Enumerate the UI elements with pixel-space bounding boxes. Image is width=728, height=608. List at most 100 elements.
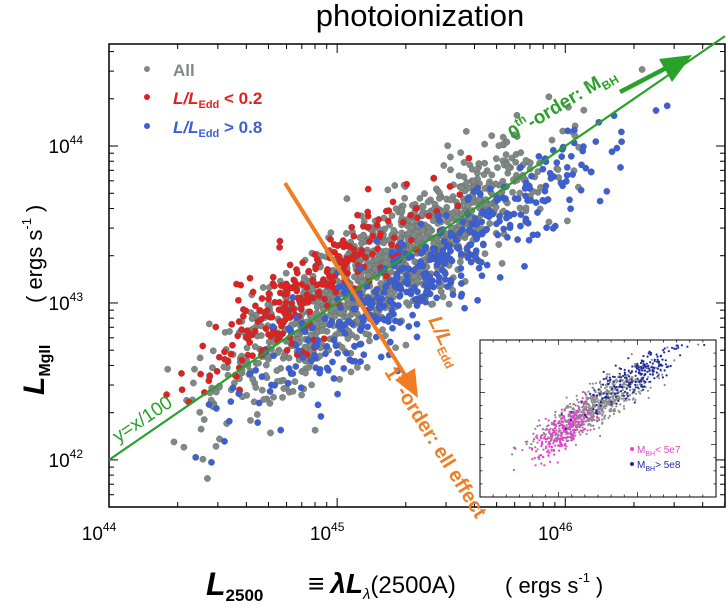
- inset-point: [532, 432, 535, 435]
- scatter-point: [271, 381, 278, 389]
- scatter-point: [502, 195, 509, 203]
- inset-point: [574, 412, 577, 415]
- inset-point: [636, 386, 640, 389]
- inset-point: [640, 373, 643, 376]
- scatter-point: [407, 224, 415, 231]
- inset-point: [576, 411, 580, 414]
- inset-point: [618, 385, 621, 388]
- eddington-arrow-label: L/LEdd: [421, 313, 467, 371]
- inset-point: [625, 380, 629, 383]
- inset-low-sub: BH: [645, 451, 655, 458]
- inset-point: [593, 389, 596, 392]
- inset-point: [612, 412, 616, 415]
- inset-point: [671, 346, 674, 349]
- scatter-point: [545, 218, 553, 226]
- inset-point: [661, 358, 664, 361]
- inset-point: [697, 343, 700, 346]
- inset-point: [639, 361, 643, 365]
- inset-point: [569, 418, 573, 421]
- inset-point: [620, 397, 624, 400]
- inset-point: [577, 420, 581, 423]
- scatter-point: [255, 359, 262, 367]
- scatter-point: [475, 264, 483, 272]
- scatter-point: [373, 237, 381, 245]
- scatter-point: [314, 337, 322, 344]
- inset-point: [602, 410, 605, 414]
- inset-point: [578, 414, 582, 417]
- scatter-point: [539, 196, 547, 204]
- scatter-point: [271, 298, 279, 306]
- inset-point: [653, 377, 656, 380]
- inset-point: [622, 394, 625, 397]
- inset-point: [583, 417, 586, 420]
- scatter-point: [456, 191, 464, 198]
- y-label-close: ): [22, 205, 47, 212]
- inset-point: [602, 370, 605, 373]
- scatter-point: [240, 306, 247, 313]
- inset-point: [594, 391, 597, 394]
- inset-point: [548, 451, 551, 454]
- scatter-point: [388, 277, 396, 285]
- inset-point: [634, 380, 637, 384]
- scatter-point: [562, 177, 570, 185]
- scatter-point: [297, 384, 305, 392]
- scatter-point: [374, 294, 381, 301]
- scatter-point: [414, 214, 421, 222]
- inset-point: [581, 413, 584, 416]
- scatter-point: [566, 196, 573, 204]
- fit-line: [108, 35, 726, 461]
- scatter-point: [262, 361, 270, 369]
- inset-point: [534, 427, 537, 430]
- inset-point: [573, 431, 576, 435]
- inset-point: [560, 434, 563, 437]
- inset-point: [561, 424, 564, 427]
- inset-point: [615, 405, 618, 408]
- scatter-point: [336, 375, 343, 383]
- scatter-point: [282, 269, 290, 277]
- scatter-point: [221, 437, 228, 445]
- inset-point: [592, 403, 595, 406]
- inset-point: [552, 439, 556, 442]
- inset-point: [627, 357, 630, 360]
- scatter-point: [356, 264, 364, 272]
- scatter-point: [377, 353, 385, 361]
- inset-point: [583, 411, 586, 414]
- inset-point: [593, 418, 596, 422]
- inset-point: [649, 386, 652, 389]
- inset-point: [576, 416, 580, 419]
- inset-point: [574, 417, 577, 420]
- inset-point: [605, 377, 608, 380]
- inset-point: [594, 411, 598, 414]
- scatter-point: [319, 281, 326, 288]
- first-order-label: 1st-order: ell effect: [380, 361, 494, 522]
- scatter-point: [483, 225, 491, 233]
- scatter-point: [511, 195, 519, 202]
- inset-point: [546, 438, 549, 441]
- inset-point: [611, 405, 614, 408]
- scatter-point: [396, 293, 403, 300]
- inset-point: [606, 390, 609, 393]
- scatter-point: [284, 379, 292, 387]
- scatter-point: [414, 288, 421, 296]
- scatter-point: [391, 282, 399, 290]
- scatter-point: [320, 335, 328, 343]
- scatter-point: [397, 239, 405, 247]
- scatter-point: [381, 316, 388, 324]
- inset-point: [560, 408, 564, 411]
- scatter-point: [462, 128, 470, 135]
- inset-point: [577, 407, 581, 410]
- scatter-point: [252, 366, 260, 374]
- inset-point: [547, 419, 550, 422]
- inset-point: [594, 382, 598, 385]
- inset-point: [602, 392, 605, 395]
- scatter-point: [486, 220, 494, 227]
- scatter-point: [613, 144, 621, 152]
- inset-point: [595, 397, 599, 400]
- scatter-point: [430, 246, 438, 254]
- scatter-point: [209, 364, 216, 372]
- scatter-point: [441, 276, 449, 283]
- inset-point: [656, 355, 659, 358]
- scatter-point: [474, 296, 481, 304]
- scatter-point: [259, 284, 267, 291]
